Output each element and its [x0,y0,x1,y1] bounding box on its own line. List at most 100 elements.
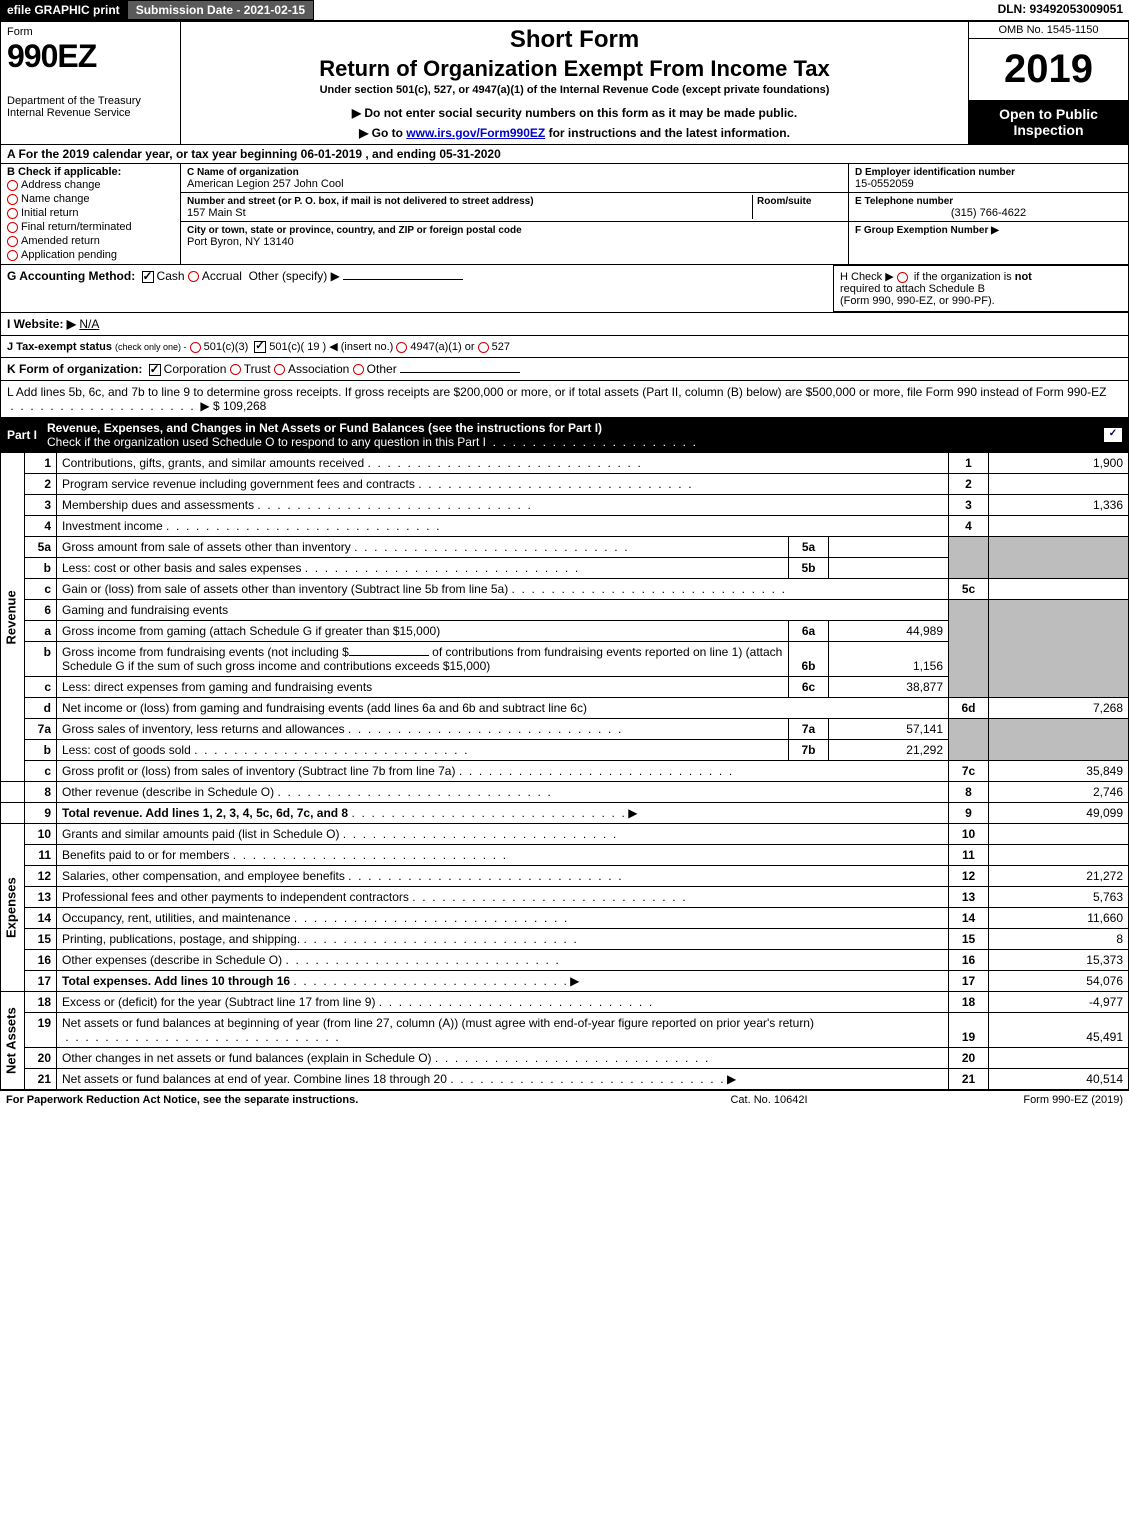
line-value: -4,977 [989,992,1129,1013]
footer-left: For Paperwork Reduction Act Notice, see … [6,1094,515,1106]
line-num: 16 [25,950,57,971]
part-1-check-text: Check if the organization used Schedule … [47,435,486,449]
line-ref: 5c [949,579,989,600]
line-num: 5a [25,537,57,558]
line-value [989,1048,1129,1069]
line-desc: Program service revenue including govern… [62,477,415,491]
instructions-link[interactable]: www.irs.gov/Form990EZ [406,126,545,140]
line-ref: 19 [949,1013,989,1048]
subline-ref: 7b [789,740,829,761]
line-num: 2 [25,474,57,495]
chk-501c3[interactable] [190,342,201,353]
line-value [989,516,1129,537]
header-left: Form 990EZ Department of the Treasury In… [1,22,181,144]
line-num: 9 [25,803,57,824]
footer-form-ref: Form 990-EZ (2019) [1023,1094,1123,1106]
line-num: 20 [25,1048,57,1069]
form-number: 990EZ [7,38,174,75]
line-num: d [25,698,57,719]
chk-other-org[interactable] [353,364,364,375]
chk-527[interactable] [478,342,489,353]
page-footer: For Paperwork Reduction Act Notice, see … [0,1090,1129,1109]
chk-address-change[interactable]: Address change [7,178,174,192]
part-1-header: Part I Revenue, Expenses, and Changes in… [0,418,1129,453]
line-value: 1,900 [989,453,1129,474]
line-num: 4 [25,516,57,537]
line-ref: 18 [949,992,989,1013]
line-ref: 10 [949,824,989,845]
line-ref: 6d [949,698,989,719]
section-d-e-f: D Employer identification number 15-0552… [848,164,1128,264]
k-label: K Form of organization: [7,362,142,376]
line-desc: Occupancy, rent, utilities, and maintena… [62,911,291,925]
arrow-icon: ▶ [727,1072,736,1086]
subline-ref: 6c [789,677,829,698]
line-num: 14 [25,908,57,929]
line-num: c [25,579,57,600]
top-bar: efile GRAPHIC print Submission Date - 20… [0,0,1129,21]
line-ref: 15 [949,929,989,950]
efile-print-button[interactable]: efile GRAPHIC print [0,0,127,20]
line-num: 21 [25,1069,57,1090]
instructions-link-line: ▶ Go to www.irs.gov/Form990EZ for instru… [189,126,960,140]
subline-value: 1,156 [829,642,949,677]
section-b: B Check if applicable: Address change Na… [1,164,181,264]
header-right: OMB No. 1545-1150 2019 Open to Public In… [968,22,1128,144]
irs-dept: Department of the Treasury Internal Reve… [7,95,174,119]
chk-amended-return[interactable]: Amended return [7,234,174,248]
chk-trust[interactable] [230,364,241,375]
line-desc: Membership dues and assessments [62,498,254,512]
c-city-label: City or town, state or province, country… [187,225,522,236]
form-header: Form 990EZ Department of the Treasury In… [0,21,1129,145]
line-num: 17 [25,971,57,992]
line-value: 2,746 [989,782,1129,803]
line-value: 7,268 [989,698,1129,719]
line-ref: 12 [949,866,989,887]
org-city: Port Byron, NY 13140 [187,236,294,248]
chk-association[interactable] [274,364,285,375]
subline-value: 38,877 [829,677,949,698]
j-label: J Tax-exempt status [7,341,112,353]
chk-initial-return[interactable]: Initial return [7,206,174,220]
line-value [989,845,1129,866]
f-label: F Group Exemption Number ▶ [855,225,999,236]
org-info-block: B Check if applicable: Address change Na… [0,164,1129,265]
chk-501c[interactable] [254,341,266,353]
chk-4947[interactable] [396,342,407,353]
part-1-checkbox[interactable] [1104,428,1122,442]
chk-cash[interactable] [142,271,154,283]
h-checkbox[interactable] [897,272,908,283]
line-value [989,579,1129,600]
line-i: I Website: ▶ N/A [0,313,1129,336]
line-num: 7a [25,719,57,740]
chk-corporation[interactable] [149,364,161,376]
part-1-table: Revenue 1 Contributions, gifts, grants, … [0,453,1129,1090]
line-desc: Gain or (loss) from sale of assets other… [62,582,508,596]
line-ref: 20 [949,1048,989,1069]
open-to-public: Open to Public Inspection [969,100,1128,144]
chk-final-return[interactable]: Final return/terminated [7,220,174,234]
line-desc: Total expenses. Add lines 10 through 16 [62,974,290,988]
line-desc: Salaries, other compensation, and employ… [62,869,345,883]
l-text: L Add lines 5b, 6c, and 7b to line 9 to … [7,385,1106,399]
arrow-icon: ▶ [628,806,637,820]
footer-catalog: Cat. No. 10642I [515,1094,1024,1106]
side-net-assets: Net Assets [1,992,25,1090]
line-desc: Other revenue (describe in Schedule O) [62,785,274,799]
line-desc: Contributions, gifts, grants, and simila… [62,456,364,470]
line-ref: 2 [949,474,989,495]
line-num: 18 [25,992,57,1013]
line-num: 15 [25,929,57,950]
line-desc: Less: direct expenses from gaming and fu… [62,680,372,694]
c-name-label: C Name of organization [187,167,299,178]
chk-accrual[interactable] [188,271,199,282]
form-word: Form [7,26,174,38]
chk-name-change[interactable]: Name change [7,192,174,206]
line-ref: 17 [949,971,989,992]
line-value: 21,272 [989,866,1129,887]
chk-application-pending[interactable]: Application pending [7,248,174,262]
line-ref: 4 [949,516,989,537]
part-1-title: Revenue, Expenses, and Changes in Net As… [47,421,602,435]
g-label: G Accounting Method: [7,269,135,283]
side-expenses: Expenses [1,824,25,992]
